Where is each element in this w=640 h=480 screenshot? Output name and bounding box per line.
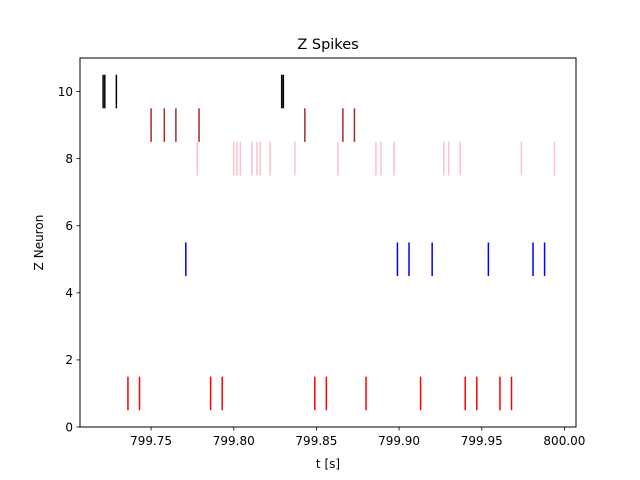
spike-marks bbox=[102, 74, 556, 411]
x-tick-label: 799.90 bbox=[378, 434, 420, 448]
spike-series-neuron-5 bbox=[185, 242, 546, 277]
y-tick-label: 2 bbox=[65, 353, 73, 367]
spike-series-neuron-1 bbox=[127, 376, 513, 411]
y-tick-label: 4 bbox=[65, 286, 73, 300]
plot-frame bbox=[79, 57, 577, 428]
x-tick-label: 799.85 bbox=[295, 434, 337, 448]
y-tick-label: 10 bbox=[58, 85, 73, 99]
spike-series-neuron-9 bbox=[150, 108, 356, 142]
y-tick-label: 6 bbox=[65, 219, 73, 233]
x-tick-label: 799.80 bbox=[213, 434, 255, 448]
x-axis-label: t [s] bbox=[316, 457, 340, 471]
y-axis: 0 2 4 6 8 10 bbox=[58, 85, 80, 434]
x-tick-label: 799.95 bbox=[461, 434, 503, 448]
y-tick-label: 8 bbox=[65, 152, 73, 166]
x-tick-label: 800.00 bbox=[543, 434, 585, 448]
y-tick-label: 0 bbox=[65, 420, 73, 434]
x-tick-label: 799.75 bbox=[130, 434, 172, 448]
x-axis: 799.75 799.80 799.85 799.90 799.95 800.00 bbox=[130, 427, 585, 448]
y-axis-label: Z Neuron bbox=[32, 215, 46, 271]
chart-title: Z Spikes bbox=[297, 37, 358, 53]
spike-series-neuron-10 bbox=[102, 74, 285, 109]
spike-series-neuron-8 bbox=[196, 141, 556, 176]
